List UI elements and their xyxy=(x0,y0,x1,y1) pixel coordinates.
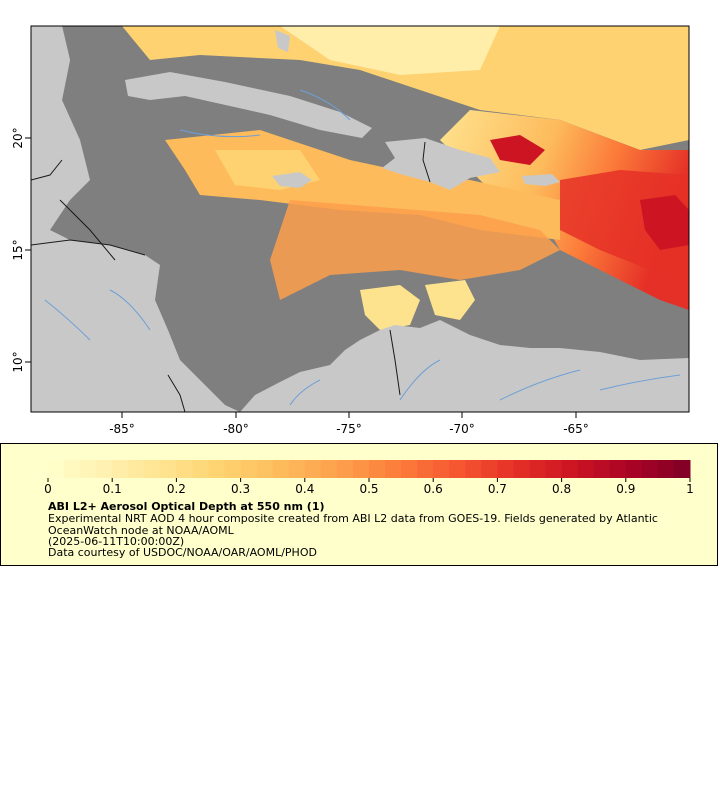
colorbar-tick-label: 0.7 xyxy=(488,482,507,496)
legend-description: Experimental NRT AOD 4 hour composite cr… xyxy=(48,512,658,537)
colorbar-cell xyxy=(561,460,579,478)
colorbar-cell xyxy=(128,460,145,478)
legend-panel: 0 0.1 0.2 0.3 0.4 0.5 0.6 0.7 0.8 0.9 1 ABI L2+ Ae… xyxy=(0,443,718,566)
colorbar-cell xyxy=(80,460,97,478)
colorbar-cell xyxy=(609,460,627,478)
colorbar-cell xyxy=(336,460,354,478)
colorbar-cells xyxy=(48,460,691,478)
colorbar-labels: 0 0.1 0.2 0.3 0.4 0.5 0.6 0.7 0.8 0.9 1 xyxy=(44,478,694,496)
aod-hotspot-1 xyxy=(490,135,545,165)
aod-hotspot-2 xyxy=(640,195,689,250)
land-cuba xyxy=(125,72,372,138)
lat-axis: 20° 15° 10° xyxy=(11,127,31,373)
colorbar-cell xyxy=(176,460,193,478)
land-hispaniola xyxy=(382,138,500,190)
colorbar-cell xyxy=(641,460,659,478)
legend-timestamp: (2025-06-11T10:00:00Z) xyxy=(48,535,185,548)
colorbar-cell xyxy=(529,460,547,478)
colorbar-tick-label: 0.9 xyxy=(616,482,635,496)
aod-patch-islands-2 xyxy=(425,280,475,320)
colorbar-tick-label: 0.5 xyxy=(359,482,378,496)
colorbar-cell xyxy=(256,460,274,478)
colorbar-cell xyxy=(417,460,434,478)
lon-tick-label: -80° xyxy=(223,422,249,436)
colorbar-cell xyxy=(160,460,177,478)
colorbar-cell xyxy=(144,460,161,478)
colorbar-cell xyxy=(385,460,402,478)
colorbar-cell xyxy=(577,460,595,478)
rivers xyxy=(44,89,681,406)
lat-tick-label: 20° xyxy=(11,127,25,148)
lon-tick-label: -75° xyxy=(336,422,362,436)
lat-tick-label: 10° xyxy=(11,351,25,372)
colorbar-tick-label: 0 xyxy=(44,482,52,496)
aod-patch-islands xyxy=(360,285,420,330)
colorbar-cell xyxy=(304,460,322,478)
colorbar-cell xyxy=(449,460,466,478)
colorbar-cell xyxy=(352,460,370,478)
colorbar-tick-label: 0.6 xyxy=(424,482,443,496)
colorbar-cell xyxy=(625,460,643,478)
colorbar-cell xyxy=(208,460,226,478)
colorbar-cell xyxy=(272,460,290,478)
land-yucatan xyxy=(31,26,70,110)
colorbar-cell xyxy=(320,460,338,478)
aod-plume-light xyxy=(280,26,500,75)
colorbar-tick-label: 0.2 xyxy=(167,482,186,496)
land-bahamas xyxy=(275,30,290,52)
colorbar-tick-label: 1 xyxy=(686,482,694,496)
lat-tick-label: 15° xyxy=(11,239,25,260)
colorbar-cell xyxy=(112,460,129,478)
land-central-america xyxy=(31,26,240,412)
country-borders xyxy=(31,141,431,412)
colorbar-cell xyxy=(465,460,482,478)
colorbar-cell xyxy=(240,460,258,478)
aod-band-central xyxy=(270,200,560,300)
colorbar-cell xyxy=(593,460,611,478)
colorbar-cell xyxy=(288,460,306,478)
colorbar-tick-label: 0.4 xyxy=(295,482,314,496)
aod-map: -85° -80° -75° -70° -65° 20° 15° 10° xyxy=(11,25,690,436)
colorbar-cell xyxy=(481,460,498,478)
colorbar-cell xyxy=(224,460,242,478)
colorbar-cell xyxy=(673,460,691,478)
lon-tick-label: -65° xyxy=(563,422,589,436)
colorbar-cell xyxy=(96,460,113,478)
land-jamaica xyxy=(272,172,312,188)
lat-tick-marks xyxy=(25,137,31,363)
colorbar-tick-label: 0.1 xyxy=(103,482,122,496)
colorbar-cell xyxy=(433,460,450,478)
colorbar-cell xyxy=(497,460,514,478)
map-frame xyxy=(30,25,690,413)
aod-plume-core xyxy=(560,170,689,280)
lon-tick-marks xyxy=(121,412,577,418)
colorbar-cell xyxy=(513,460,530,478)
colorbar-cell xyxy=(401,460,418,478)
colorbar-cell xyxy=(64,460,81,478)
land-masses xyxy=(31,26,689,412)
legend-credit: Data courtesy of USDOC/NOAA/OAR/AOML/PHO… xyxy=(48,546,317,559)
colorbar-cell xyxy=(192,460,209,478)
aerosol-field xyxy=(122,26,689,330)
colorbar: 0 0.1 0.2 0.3 0.4 0.5 0.6 0.7 0.8 0.9 1 xyxy=(44,460,694,496)
colorbar-tick-label: 0.8 xyxy=(552,482,571,496)
land-south-america xyxy=(240,320,689,412)
colorbar-cell xyxy=(369,460,386,478)
colorbar-cell xyxy=(48,460,65,478)
lon-tick-label: -85° xyxy=(109,422,135,436)
colorbar-cell xyxy=(545,460,563,478)
colorbar-tick-label: 0.3 xyxy=(231,482,250,496)
aod-plume-north xyxy=(122,26,689,150)
land-puerto-rico xyxy=(522,174,560,186)
lon-tick-label: -70° xyxy=(449,422,475,436)
lon-axis: -85° -80° -75° -70° -65° xyxy=(109,412,589,436)
colorbar-cell xyxy=(657,460,675,478)
legend-title: ABI L2+ Aerosol Optical Depth at 550 nm … xyxy=(48,500,325,513)
